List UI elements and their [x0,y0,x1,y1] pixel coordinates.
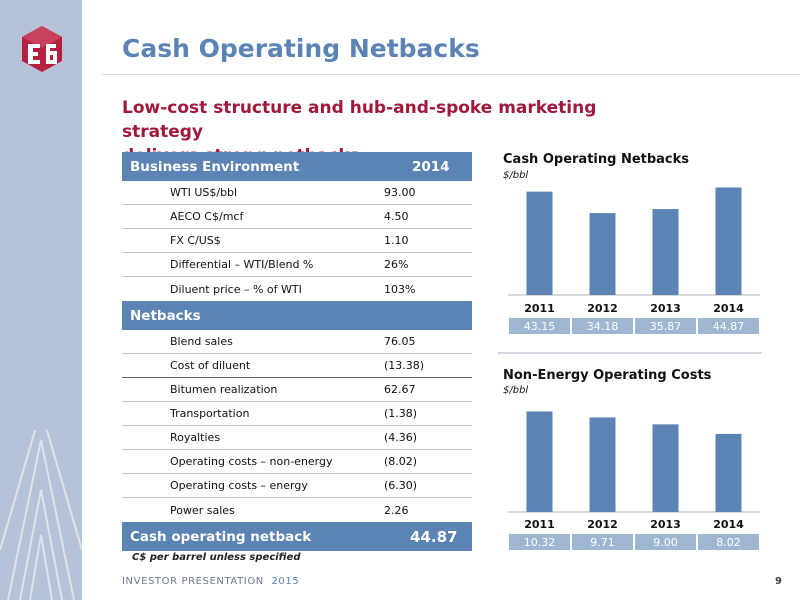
value-label-cell [698,534,759,550]
business-environment-header: Business Environment 2014 [122,152,472,181]
sidebar-panel [0,0,82,600]
row-value: (4.36) [384,431,418,444]
value-label-cell [509,318,570,334]
footer-text: INVESTOR PRESENTATION [122,576,264,587]
row-label: WTI US$/bbl [170,186,238,199]
data-label: 34.18 [587,320,619,333]
bar-2012 [589,417,616,512]
netbacks-header-label: Netbacks [130,307,201,324]
table-row: Operating costs – energy (6.30) [122,474,472,498]
table-row: Cost of diluent (13.38) [122,354,472,378]
table-row: WTI US$/bbl 93.00 [122,181,472,205]
total-label: Cash operating netback [130,528,312,545]
footer-year: 2015 [271,576,300,587]
table-row: Operating costs – non-energy (8.02) [122,450,472,474]
row-value: (13.38) [384,359,425,372]
row-value: 93.00 [384,186,416,199]
page-title: Cash Operating Netbacks [122,34,480,63]
row-value: (1.38) [384,407,418,420]
row-value: 2.26 [384,503,409,517]
data-label: 43.15 [524,320,556,333]
x-tick-label: 2014 [713,518,744,531]
table-row: Diluent price – % of WTI 103% [122,277,472,301]
company-logo-icon [22,26,62,72]
value-label-cell [509,534,570,550]
row-value: 26% [384,258,409,271]
row-label: FX C/US$ [170,234,221,247]
row-value: 103% [384,282,416,296]
non-energy-costs-chart: 2011 10.32 2012 9.71 2013 9.00 2014 8.02 [508,411,760,550]
bar-2014 [715,187,742,295]
data-label: 9.71 [590,536,615,549]
table-row: FX C/US$ 1.10 [122,229,472,253]
x-tick-label: 2014 [713,302,744,315]
x-tick-label: 2012 [587,302,618,315]
data-label: 44.87 [713,320,745,333]
row-value: 4.50 [384,210,409,223]
total-value: 44.87 [410,527,458,546]
x-tick-label: 2011 [524,518,555,531]
cash-netback-total-row: Cash operating netback 44.87 [122,522,472,551]
business-header-label: Business Environment [130,158,300,175]
value-label-cell [635,534,696,550]
table-row: Transportation (1.38) [122,402,472,426]
chart-2-unit: $/bbl [503,385,529,396]
cash-netbacks-chart: 2011 43.15 2012 34.18 2013 35.87 2014 44.87 [508,187,760,334]
page-number: 9 [775,576,782,587]
chart-2-title: Non-Energy Operating Costs [503,368,712,383]
row-label: Diluent price – % of WTI [170,282,302,296]
row-label: AECO C$/mcf [170,210,244,223]
x-tick-label: 2011 [524,302,555,315]
row-value: (6.30) [384,479,418,492]
table-row: Differential – WTI/Blend % 26% [122,253,472,277]
x-tick-label: 2013 [650,302,681,315]
data-label: 35.87 [650,320,682,333]
x-tick-label: 2013 [650,518,681,531]
row-value: 62.67 [384,383,416,396]
row-value: 76.05 [384,335,416,348]
row-label: Transportation [170,407,250,420]
decorative-chevrons-icon [0,430,82,600]
row-label: Operating costs – non-energy [170,455,333,468]
value-label-cell [572,534,633,550]
row-value: 1.10 [384,234,409,247]
business-header-year: 2014 [412,158,450,175]
chart-1-title: Cash Operating Netbacks [503,152,690,167]
value-label-cell [698,318,759,334]
row-label: Bitumen realization [170,383,278,396]
bar-2011 [526,411,553,512]
x-tick-label: 2012 [587,518,618,531]
table-row: Power sales 2.26 [122,498,472,522]
row-value: (8.02) [384,455,418,468]
row-label: Differential – WTI/Blend % [170,258,314,271]
table-row: Blend sales 76.05 [122,330,472,354]
netbacks-header: Netbacks [122,301,472,330]
footer-label: INVESTOR PRESENTATION 2015 [122,576,299,587]
value-label-cell [572,318,633,334]
table-row: Bitumen realization 62.67 [122,378,472,402]
value-label-cell [635,318,696,334]
title-divider [102,74,800,75]
chart-divider [498,352,762,354]
row-label: Operating costs – energy [170,479,308,492]
bar-2014 [715,433,742,512]
netback-table: Business Environment 2014 WTI US$/bbl 93.… [122,152,472,551]
subtitle-line-1: Low-cost structure and hub-and-spoke mar… [122,98,597,142]
row-label: Blend sales [170,335,233,348]
table-row: Royalties (4.36) [122,426,472,450]
bar-2011 [526,191,553,295]
bar-2013 [652,209,679,295]
bar-2012 [589,213,616,295]
units-note: C$ per barrel unless specified [132,552,301,563]
data-label: 10.32 [524,536,556,549]
row-label: Cost of diluent [170,359,251,372]
row-label: Royalties [170,431,221,444]
row-label: Power sales [170,503,235,517]
chart-1-unit: $/bbl [503,170,529,181]
data-label: 8.02 [716,536,741,549]
bar-2013 [652,424,679,512]
data-label: 9.00 [653,536,678,549]
table-row: AECO C$/mcf 4.50 [122,205,472,229]
